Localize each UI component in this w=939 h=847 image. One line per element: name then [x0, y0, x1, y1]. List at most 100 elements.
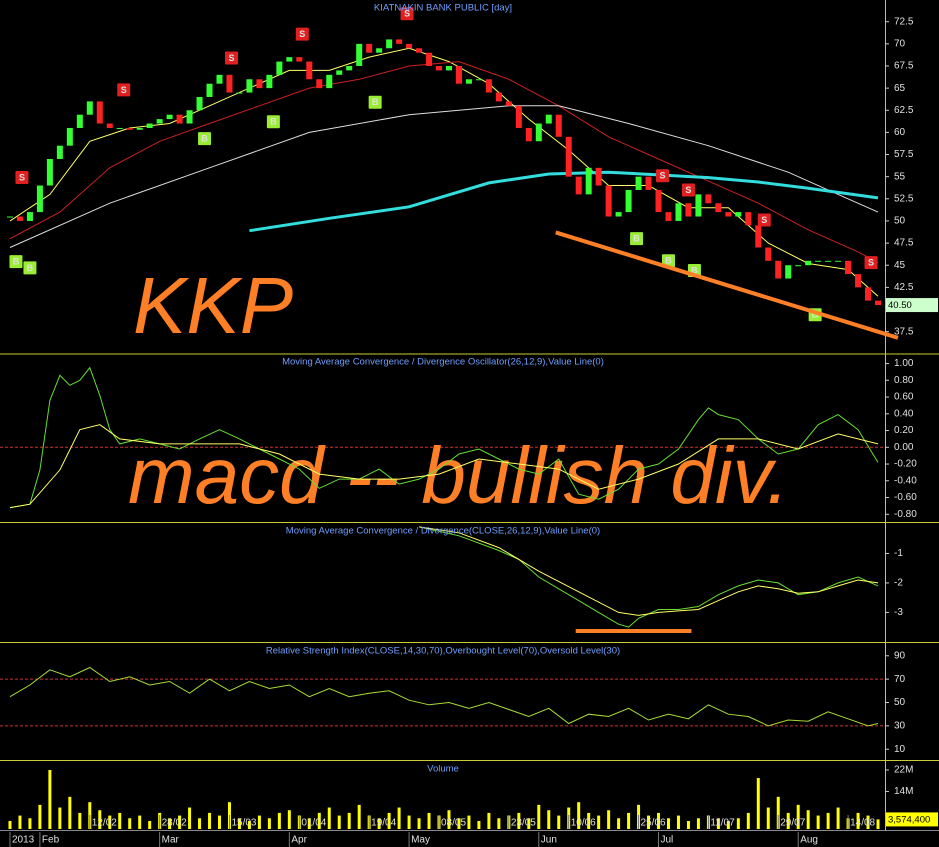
volume-bar [98, 810, 102, 829]
y-tick-label: 90 [894, 650, 906, 661]
x-tick-label: 10/06 [571, 818, 596, 829]
signal-label: B [691, 265, 698, 275]
volume-bar [417, 818, 421, 829]
candle [485, 79, 492, 93]
candle [455, 65, 462, 84]
y-tick-label: 62.5 [894, 105, 914, 116]
candle [665, 212, 672, 221]
signal-label: S [299, 29, 305, 39]
candle [96, 101, 103, 124]
volume-bar [307, 818, 311, 829]
series-line [9, 47, 879, 297]
candle [805, 260, 812, 266]
signal-label: B [633, 234, 640, 244]
candle [775, 260, 782, 279]
signal-marker [266, 115, 280, 129]
signal-marker [9, 255, 23, 269]
y-tick-label: 70 [894, 674, 906, 685]
signal-label: S [659, 171, 665, 181]
signal-marker [117, 83, 131, 97]
candle [146, 123, 153, 128]
series-line [9, 61, 879, 264]
volume-bar [876, 819, 880, 829]
panel-title: KIATNAKIN BANK PUBLIC [day] [374, 3, 512, 14]
candle [196, 96, 203, 111]
volume-bar [218, 815, 222, 829]
series-line [9, 366, 879, 509]
volume-bar [726, 820, 730, 829]
y-tick-label: 47.5 [894, 238, 914, 249]
y-tick-label: 55 [894, 171, 906, 182]
x-tick-label: Jul [661, 835, 674, 846]
volume-bar [148, 820, 152, 829]
panel-title: Volume [427, 764, 459, 775]
signal-label: S [19, 172, 25, 182]
volume-bar [407, 815, 411, 829]
last-value-label: 40.50 [888, 300, 912, 311]
y-tick-label: -0.80 [894, 509, 917, 520]
volume-bar [178, 815, 182, 829]
y-tick-label: 57.5 [894, 149, 914, 160]
x-tick-label: 23/05 [511, 818, 536, 829]
candle [386, 39, 393, 49]
candle [16, 216, 23, 221]
candle [126, 127, 133, 130]
candle [136, 127, 143, 130]
volume-bar [866, 815, 870, 829]
candle [156, 119, 163, 124]
signal-label: B [372, 97, 379, 107]
volume-bar [168, 818, 172, 829]
volume-bar [48, 769, 52, 829]
signal-marker [15, 171, 29, 185]
y-tick-label: 22M [894, 765, 913, 776]
signal-marker [400, 7, 414, 21]
y-tick-label: 67.5 [894, 61, 914, 72]
y-tick-label: 1.00 [894, 358, 914, 369]
candle [535, 123, 542, 142]
volume-bar [826, 812, 830, 829]
y-tick-label: -3 [894, 607, 903, 618]
volume-bar [487, 812, 491, 829]
candle [615, 212, 622, 217]
candle [246, 79, 253, 93]
candle [36, 185, 43, 213]
x-tick-label: Jun [541, 835, 557, 846]
candle [256, 79, 263, 89]
candle [625, 189, 632, 213]
candle [306, 61, 313, 80]
candle [326, 74, 333, 89]
volume-bar [527, 818, 531, 829]
candle [875, 300, 882, 306]
candle [236, 92, 243, 94]
volume-bar [198, 818, 202, 829]
volume-bar [387, 812, 391, 829]
candle [795, 265, 802, 267]
volume-bar [397, 807, 401, 829]
x-tick-label: 01/04 [301, 818, 326, 829]
volume-bar [657, 812, 661, 829]
signal-label: B [665, 256, 672, 266]
candle [176, 114, 183, 124]
volume-bar [766, 807, 770, 829]
candle [416, 48, 423, 53]
series-line [249, 170, 879, 233]
y-tick-label: -1 [894, 548, 903, 559]
candle [705, 194, 712, 204]
candle [346, 65, 353, 71]
volume-bar [208, 812, 212, 829]
candle [46, 158, 53, 186]
signal-marker [864, 256, 878, 270]
volume-bar [776, 796, 780, 829]
volume-bar [237, 818, 241, 829]
volume-bar [357, 804, 361, 829]
last-value-tag [886, 812, 938, 827]
candle [825, 260, 832, 262]
volume-bar [517, 812, 521, 829]
volume-bar [68, 796, 72, 829]
y-tick-label: 45 [894, 260, 906, 271]
panel-title: Moving Average Convergence / Divergence(… [286, 526, 600, 537]
volume-bar [756, 778, 760, 829]
x-tick-label: 11/07 [710, 818, 735, 829]
candle [675, 203, 682, 221]
